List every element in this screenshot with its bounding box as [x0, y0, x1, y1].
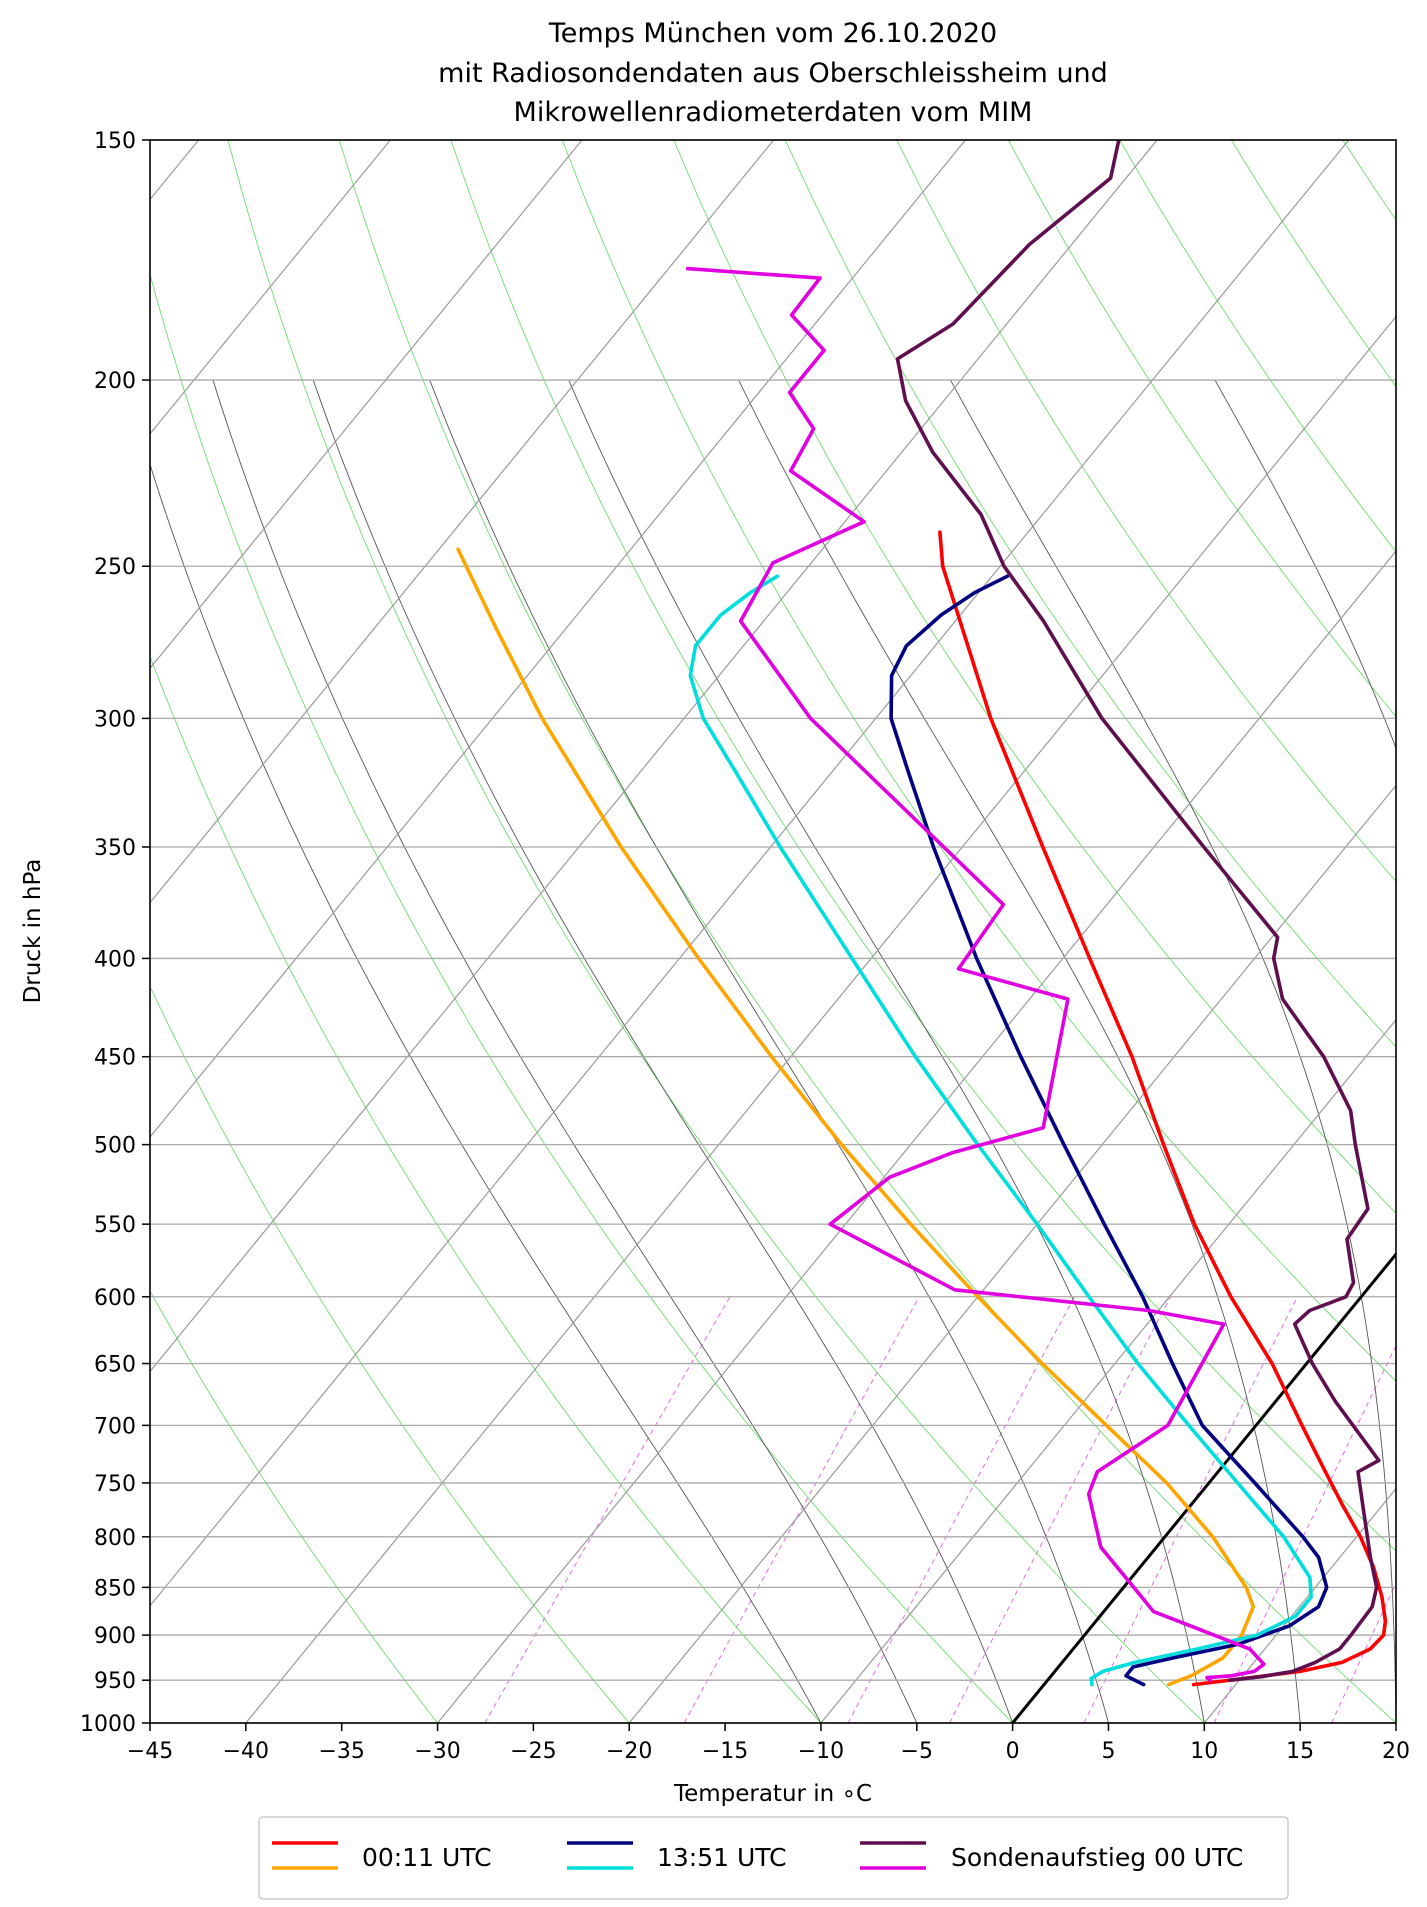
dry-adiabat-line	[450, 140, 1396, 1552]
series-line-3	[688, 574, 1313, 1687]
plot-frame	[149, 139, 1397, 1724]
x-axis-label: Temperatur in ∘C	[673, 1781, 872, 1807]
legend-label-0011: 00:11 UTC	[362, 1843, 492, 1872]
y-tick-label: 600	[94, 1286, 136, 1311]
legend-label-sonde: Sondenaufstieg 00 UTC	[951, 1843, 1243, 1872]
y-axis-ticks: 1000 950 900 850 800 750 700 650 600 550 500 450 400…	[80, 129, 150, 1737]
y-tick-label: 150	[94, 129, 136, 154]
isotherm-line	[150, 140, 1350, 1607]
y-tick-label: 800	[94, 1526, 136, 1551]
isotherm-line	[150, 140, 391, 435]
chart-title-line-3: Mikrowellenradiometerdaten vom MIM	[514, 97, 1033, 128]
mixing-ratio-line	[1331, 1582, 1396, 1723]
dry-adiabat-line	[784, 140, 1396, 1048]
series-line-4	[895, 140, 1381, 1682]
isotherm-line	[150, 140, 583, 670]
moist-adiabat-line	[568, 379, 1205, 1723]
dry-adiabat-line	[150, 655, 822, 1723]
x-tick-label: −10	[798, 1739, 844, 1764]
legend-label-1351: 13:51 UTC	[657, 1843, 787, 1872]
y-tick-label: 450	[94, 1046, 136, 1071]
series-line-5	[685, 266, 1266, 1682]
reference-isotherm-layer	[1011, 1251, 1396, 1723]
mixing-ratio-line	[683, 1296, 920, 1723]
isotherm-line	[820, 1018, 1396, 1723]
isotherm-line	[150, 140, 966, 1138]
y-tick-label: 400	[94, 947, 136, 972]
profile-series-layer	[456, 140, 1388, 1687]
legend: 00:11 UTC 13:51 UTC Sondenaufstieg 00 UT…	[258, 1816, 1289, 1900]
isotherm-line	[0, 140, 7, 1723]
dry-adiabat-line	[673, 140, 1396, 1214]
x-tick-label: −45	[127, 1739, 173, 1764]
zero-degree-isotherm	[1011, 1251, 1396, 1723]
chart-title-line-2: mit Radiosondendaten aus Oberschleisshei…	[438, 58, 1108, 89]
moist-adiabat-line	[312, 379, 1014, 1723]
x-tick-label: −15	[702, 1739, 748, 1764]
x-tick-label: 10	[1190, 1739, 1218, 1764]
y-tick-label: 550	[94, 1213, 136, 1238]
isotherm-line	[1395, 1722, 1396, 1723]
x-tick-label: 0	[1006, 1739, 1020, 1764]
y-tick-label: 350	[94, 836, 136, 861]
y-axis-label: Druck in hPa	[20, 859, 46, 1004]
isotherm-line	[245, 315, 1396, 1723]
y-tick-label: 650	[94, 1353, 136, 1378]
mixing-ratio-line	[1418, 1297, 1427, 1723]
x-axis-ticks: −45 −40 −35 −30 −25 −20 −15 −10 −5 0 5 10 15 20	[127, 1723, 1410, 1764]
dry-adiabat-line	[150, 272, 1013, 1723]
series-line-0	[938, 530, 1388, 1687]
y-tick-label: 250	[94, 555, 136, 580]
x-tick-label: 20	[1382, 1739, 1410, 1764]
x-tick-label: 15	[1286, 1739, 1314, 1764]
y-tick-label: 200	[94, 369, 136, 394]
y-tick-label: 950	[94, 1669, 136, 1694]
dry-adiabat-line	[1342, 140, 1396, 221]
series-line-1	[456, 547, 1256, 1687]
y-tick-label: 700	[94, 1414, 136, 1439]
mixing-ratio-line	[484, 1296, 731, 1723]
dry-adiabat-line	[1007, 140, 1396, 718]
y-tick-label: 750	[94, 1472, 136, 1497]
x-tick-label: −35	[318, 1739, 364, 1764]
dry-adiabat-line	[150, 985, 630, 1723]
chart-title-line-1: Temps München vom 26.10.2020	[548, 18, 997, 49]
y-tick-label: 850	[94, 1576, 136, 1601]
background-grid-layer	[0, 140, 1427, 1723]
legend-box	[258, 1816, 1289, 1900]
mixing-ratio-line	[1213, 1344, 1396, 1723]
y-tick-label: 1000	[80, 1712, 136, 1737]
x-tick-label: −40	[223, 1739, 269, 1764]
moist-adiabat-line	[212, 379, 918, 1723]
x-tick-label: −5	[901, 1739, 933, 1764]
isotherm-line	[1012, 1253, 1396, 1723]
dry-adiabat-line	[561, 140, 1396, 1382]
dry-adiabat-line	[150, 1290, 438, 1723]
dry-adiabat-line	[338, 140, 1396, 1723]
isotherm-line	[437, 550, 1396, 1723]
y-tick-label: 500	[94, 1134, 136, 1159]
isotherm-line	[150, 140, 775, 904]
y-tick-label: 900	[94, 1624, 136, 1649]
x-tick-label: −20	[606, 1739, 652, 1764]
series-line-2	[889, 574, 1329, 1687]
x-tick-label: −30	[414, 1739, 460, 1764]
isotherm-line	[150, 140, 1158, 1373]
x-tick-label: 5	[1101, 1739, 1115, 1764]
isotherm-line	[628, 784, 1396, 1723]
dry-adiabat-line	[896, 140, 1396, 883]
chart-title: Temps München vom 26.10.2020 mit Radioso…	[438, 18, 1108, 128]
pressure-gridlines	[150, 139, 1396, 1724]
dry-adiabat-line	[227, 140, 1205, 1723]
dry-adiabat-line	[1230, 140, 1396, 388]
x-tick-label: −25	[510, 1739, 556, 1764]
y-tick-label: 300	[94, 707, 136, 732]
